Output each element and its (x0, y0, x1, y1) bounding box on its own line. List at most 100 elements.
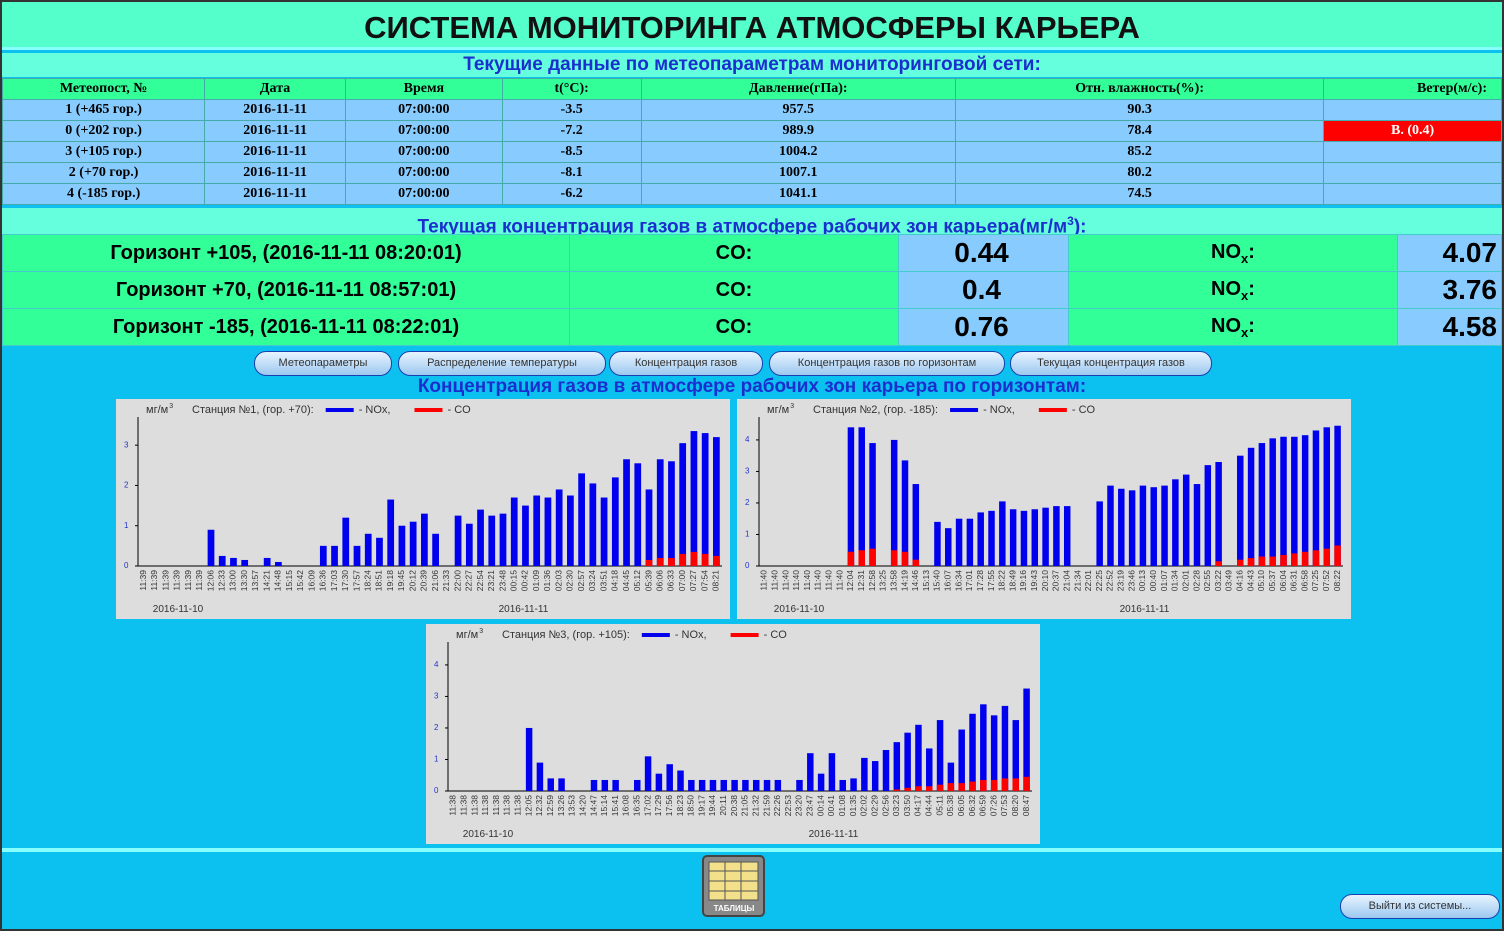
bar (1334, 545, 1341, 566)
nav-button[interactable]: Метеопараметры (254, 351, 392, 376)
station: Станция №2, (гор. -185): (813, 404, 938, 416)
bar (331, 545, 338, 566)
bar (644, 756, 652, 791)
cell: 1007.1 (640, 162, 957, 184)
co-value: 0.4 (898, 271, 1069, 309)
y-tick-label: 1 (124, 521, 129, 530)
title: СИСТЕМА МОНИТОРИНГА АТМОСФЕРЫ КАРЬЕРА (2, 2, 1502, 50)
bar (969, 713, 976, 791)
cell: 85.2 (954, 141, 1325, 163)
date-label: 2016-11-10 (774, 604, 825, 615)
gas-row: Горизонт -185, (2016-11-11 08:22:01) CO: 0… (2, 308, 1502, 346)
legend-label: - CO (764, 629, 788, 641)
x-tick-label: 23:48 (497, 570, 507, 592)
date-label: 2016-11-11 (499, 604, 549, 615)
nav-button[interactable]: Концентрация газов по горизонтам (769, 351, 1005, 376)
x-tick-label: 12:33 (216, 570, 226, 592)
unit: мг/м (767, 404, 789, 416)
date-label: 2016-11-11 (1120, 604, 1170, 615)
x-tick-label: 02:55 (1202, 570, 1212, 592)
bar (1053, 506, 1060, 566)
x-tick-label: 12:04 (845, 570, 855, 592)
x-tick-label: 11:39 (172, 570, 182, 591)
nav-button[interactable]: Концентрация газов (609, 351, 763, 376)
exit-button[interactable]: Выйти из системы... (1340, 894, 1500, 919)
gas-chart: мг/м 3 Станция №2, (гор. -185): - NOx, - CO0… (737, 399, 1351, 619)
bar (912, 559, 920, 566)
x-tick-label: 21:34 (1072, 570, 1082, 592)
bar (934, 521, 941, 566)
x-tick-label: 17:55 (986, 570, 996, 592)
cell: 78.4 (954, 120, 1325, 142)
x-tick-label: 21:06 (430, 570, 440, 592)
x-tick-label: 16:07 (943, 570, 953, 592)
bar (893, 742, 901, 791)
separator (2, 848, 1502, 852)
y-tick-label: 2 (124, 481, 129, 490)
bar (655, 773, 663, 791)
x-tick-label: 07:26 (988, 795, 998, 817)
bar (547, 778, 554, 791)
bar (977, 512, 984, 566)
bar (1301, 551, 1309, 566)
bar (634, 779, 641, 791)
x-tick-label: 04:45 (621, 570, 631, 592)
x-tick-label: 07:00 (677, 570, 687, 592)
bar (871, 761, 879, 791)
bar (1312, 550, 1320, 566)
nav-button[interactable]: Текущая концентрация газов (1010, 351, 1212, 376)
cell: -6.2 (501, 183, 642, 205)
x-tick-label: 01:07 (1159, 570, 1169, 592)
x-tick-label: 01:09 (531, 570, 541, 592)
x-tick-label: 13:57 (250, 570, 260, 592)
legend-label: - CO (1072, 404, 1096, 416)
bar (990, 779, 998, 791)
x-tick-label: 08:20 (1010, 795, 1020, 817)
bar (525, 727, 533, 791)
x-tick-label: 16:34 (953, 570, 963, 592)
tables-icon[interactable]: ТАБЛИЦЫ (702, 855, 765, 917)
x-tick-label: 13:25 (878, 570, 888, 592)
bar (1323, 548, 1331, 566)
bar (936, 784, 944, 791)
nav-button[interactable]: Распределение температуры (398, 351, 606, 376)
bar (1258, 443, 1266, 566)
x-tick-label: 19:18 (385, 570, 395, 592)
cell: -3.5 (501, 99, 642, 121)
x-tick-label: 11:39 (160, 570, 170, 591)
bar (861, 757, 868, 791)
gas-chart: мг/м 3 Станция №3, (гор. +105): - NOx, - CO0… (426, 624, 1040, 844)
bar (915, 786, 922, 791)
bar (1031, 509, 1039, 566)
x-tick-label: 05:38 (945, 795, 955, 817)
x-tick-label: 13:30 (239, 570, 249, 592)
bar (342, 517, 350, 566)
bar (218, 555, 226, 566)
x-tick-label: 06:32 (967, 795, 977, 817)
wind-cell (1323, 183, 1502, 205)
nox-label: NOx: (1068, 234, 1398, 272)
bar (1001, 778, 1009, 791)
bar (477, 509, 484, 566)
x-tick-label: 07:54 (699, 570, 709, 592)
x-tick-label: 22:53 (783, 795, 793, 817)
header-cell: t(°C): (501, 78, 642, 100)
x-tick-label: 02:56 (880, 795, 890, 817)
bar (945, 528, 952, 566)
bar (432, 533, 439, 566)
x-tick-label: 04:43 (1245, 570, 1255, 592)
bar (1334, 425, 1341, 566)
x-tick-label: 05:11 (934, 795, 944, 816)
x-tick-label: 03:23 (891, 795, 901, 817)
wind-cell (1323, 99, 1502, 121)
x-tick-label: 11:38 (502, 795, 512, 816)
bar (600, 497, 608, 566)
bar (1107, 485, 1114, 566)
x-tick-label: 11:40 (759, 570, 769, 591)
bar (679, 553, 687, 566)
bar (1023, 776, 1030, 791)
gas-row: Горизонт +70, (2016-11-11 08:57:01) CO: 0.… (2, 271, 1502, 309)
tables-icon-graphic: ТАБЛИЦЫ (708, 861, 759, 913)
gas-heading-end: ): (1073, 216, 1087, 238)
cell: 07:00:00 (344, 120, 503, 142)
